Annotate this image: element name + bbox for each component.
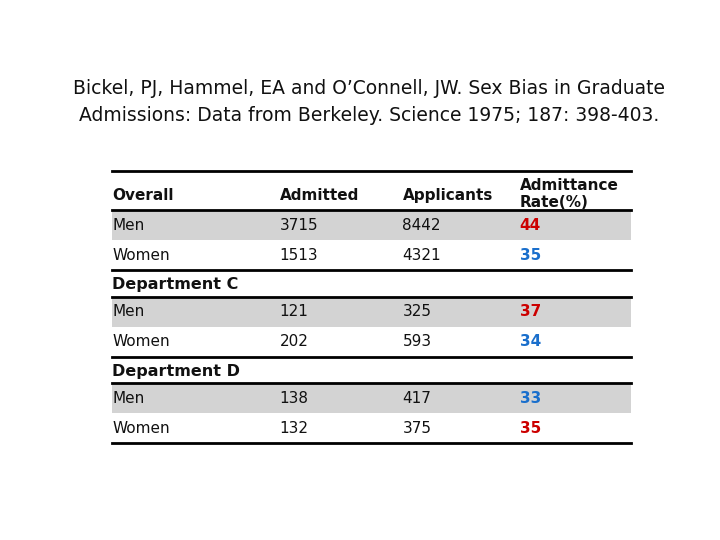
Text: Women: Women <box>112 334 170 349</box>
Text: Department D: Department D <box>112 364 240 379</box>
Bar <box>112 383 631 413</box>
Text: 202: 202 <box>280 334 309 349</box>
Text: 44: 44 <box>520 218 541 233</box>
Text: 1513: 1513 <box>280 248 318 263</box>
Bar <box>112 210 631 240</box>
Bar <box>112 327 631 357</box>
Text: Men: Men <box>112 391 145 406</box>
Text: 325: 325 <box>402 304 431 319</box>
Text: 35: 35 <box>520 421 541 436</box>
Text: Applicants: Applicants <box>402 188 493 203</box>
Text: Admittance: Admittance <box>520 178 618 193</box>
Text: Bickel, PJ, Hammel, EA and O’Connell, JW. Sex Bias in Graduate: Bickel, PJ, Hammel, EA and O’Connell, JW… <box>73 79 665 98</box>
Text: 375: 375 <box>402 421 431 436</box>
Text: 593: 593 <box>402 334 431 349</box>
Text: 35: 35 <box>520 248 541 263</box>
Text: 34: 34 <box>520 334 541 349</box>
Text: 417: 417 <box>402 391 431 406</box>
Text: Department C: Department C <box>112 277 239 292</box>
Text: Admissions: Data from Berkeley. Science 1975; 187: 398-403.: Admissions: Data from Berkeley. Science … <box>79 106 659 125</box>
Text: Women: Women <box>112 421 170 436</box>
Text: Rate(%): Rate(%) <box>520 194 588 210</box>
Text: 33: 33 <box>520 391 541 406</box>
Text: Admitted: Admitted <box>280 188 359 203</box>
Text: 138: 138 <box>280 391 309 406</box>
Text: 132: 132 <box>280 421 309 436</box>
Text: 8442: 8442 <box>402 218 441 233</box>
Bar <box>112 240 631 270</box>
Text: 37: 37 <box>520 304 541 319</box>
Bar <box>112 297 631 327</box>
Text: 4321: 4321 <box>402 248 441 263</box>
Bar <box>112 413 631 443</box>
Text: Overall: Overall <box>112 188 174 203</box>
Text: 121: 121 <box>280 304 309 319</box>
Text: Women: Women <box>112 248 170 263</box>
Text: 3715: 3715 <box>280 218 318 233</box>
Text: Men: Men <box>112 304 145 319</box>
Text: Men: Men <box>112 218 145 233</box>
